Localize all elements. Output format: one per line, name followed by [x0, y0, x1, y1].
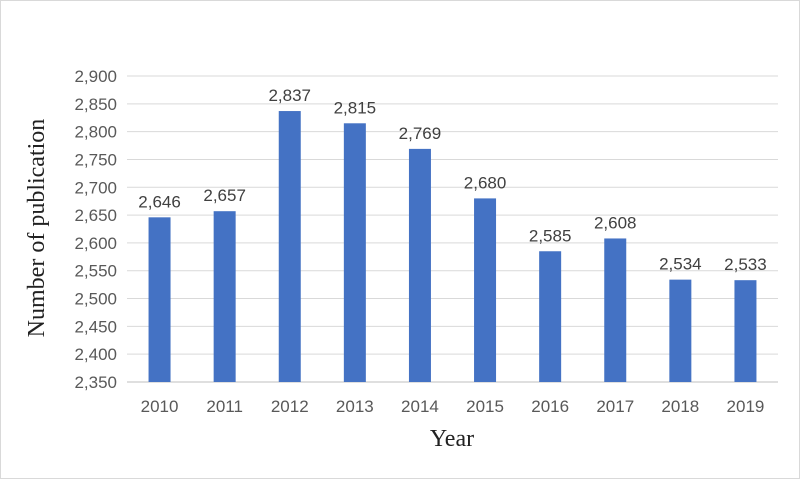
- y-tick-label: 2,600: [74, 234, 117, 253]
- data-label: 2,815: [334, 98, 377, 117]
- x-tick-label: 2011: [206, 397, 243, 416]
- x-tick-label: 2019: [727, 397, 765, 416]
- x-tick-label: 2013: [336, 397, 374, 416]
- data-label: 2,837: [268, 86, 311, 105]
- y-tick-label: 2,350: [74, 373, 117, 392]
- data-label: 2,769: [399, 124, 442, 143]
- y-tick-label: 2,700: [74, 178, 117, 197]
- y-tick-label: 2,750: [74, 150, 117, 169]
- bar: [343, 123, 366, 383]
- data-label: 2,680: [464, 173, 507, 192]
- x-tick-label: 2010: [141, 397, 179, 416]
- y-tick-label: 2,500: [74, 290, 117, 309]
- y-tick-label: 2,800: [74, 123, 117, 142]
- data-label: 2,657: [203, 186, 246, 205]
- bar: [278, 111, 301, 383]
- bar: [148, 217, 171, 382]
- x-tick-label: 2015: [466, 397, 504, 416]
- y-tick-label: 2,900: [74, 67, 117, 86]
- x-axis-ticks: 2010 2011 2012 2013 2014 2015 2016 2017 2018 2019: [141, 397, 765, 416]
- data-label: 2,608: [594, 213, 637, 232]
- x-tick-label: 2017: [596, 397, 634, 416]
- data-labels: 2,646 2,657 2,837 2,815 2,769 2,680 2,585 2,608…: [138, 86, 766, 274]
- y-axis-title: Number of publication: [24, 119, 50, 338]
- bar: [408, 148, 431, 382]
- y-tick-label: 2,400: [74, 345, 117, 364]
- bar: [604, 238, 627, 382]
- data-label: 2,533: [724, 255, 767, 274]
- bar: [669, 279, 692, 382]
- x-tick-label: 2012: [271, 397, 309, 416]
- y-tick-label: 2,650: [74, 206, 117, 225]
- bar: [213, 211, 236, 382]
- data-label: 2,534: [659, 255, 702, 274]
- x-tick-label: 2016: [531, 397, 569, 416]
- y-tick-label: 2,850: [74, 95, 117, 114]
- x-tick-label: 2018: [661, 397, 699, 416]
- bars: [148, 111, 757, 383]
- data-label: 2,646: [138, 192, 181, 211]
- bar: [734, 280, 757, 382]
- y-tick-label: 2,550: [74, 262, 117, 281]
- y-tick-label: 2,450: [74, 317, 117, 336]
- x-axis-title: Year: [430, 426, 474, 452]
- data-label: 2,585: [529, 226, 572, 245]
- y-axis-ticks: 2,350 2,400 2,450 2,500 2,550 2,600 2,650 2,700…: [74, 67, 117, 392]
- bar: [539, 251, 562, 382]
- bar: [474, 198, 497, 382]
- x-tick-label: 2014: [401, 397, 439, 416]
